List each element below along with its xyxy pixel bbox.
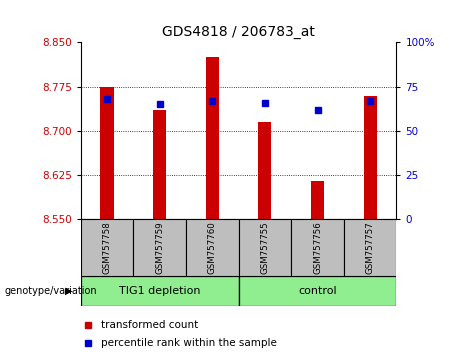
Text: TIG1 depletion: TIG1 depletion	[119, 286, 201, 296]
Bar	[186, 219, 239, 276]
Text: GSM757758: GSM757758	[102, 221, 112, 274]
Text: GSM757757: GSM757757	[366, 221, 375, 274]
Bar	[364, 96, 377, 219]
Text: GSM757756: GSM757756	[313, 221, 322, 274]
Title: GDS4818 / 206783_at: GDS4818 / 206783_at	[162, 25, 315, 39]
Text: GSM757755: GSM757755	[260, 221, 269, 274]
Bar	[291, 219, 344, 276]
Bar	[153, 110, 166, 219]
Text: genotype/variation: genotype/variation	[5, 286, 97, 296]
Bar	[100, 87, 113, 219]
Bar	[239, 276, 396, 306]
Bar	[258, 122, 272, 219]
Text: transformed count: transformed count	[101, 320, 198, 330]
Bar	[81, 219, 133, 276]
Bar	[239, 219, 291, 276]
Text: ▶: ▶	[65, 286, 73, 296]
Bar	[311, 181, 324, 219]
Text: percentile rank within the sample: percentile rank within the sample	[101, 338, 277, 348]
Bar	[81, 276, 239, 306]
Text: GSM757760: GSM757760	[208, 221, 217, 274]
Bar	[206, 57, 219, 219]
Text: GSM757759: GSM757759	[155, 222, 164, 274]
Text: control: control	[298, 286, 337, 296]
Bar	[344, 219, 396, 276]
Bar	[133, 219, 186, 276]
